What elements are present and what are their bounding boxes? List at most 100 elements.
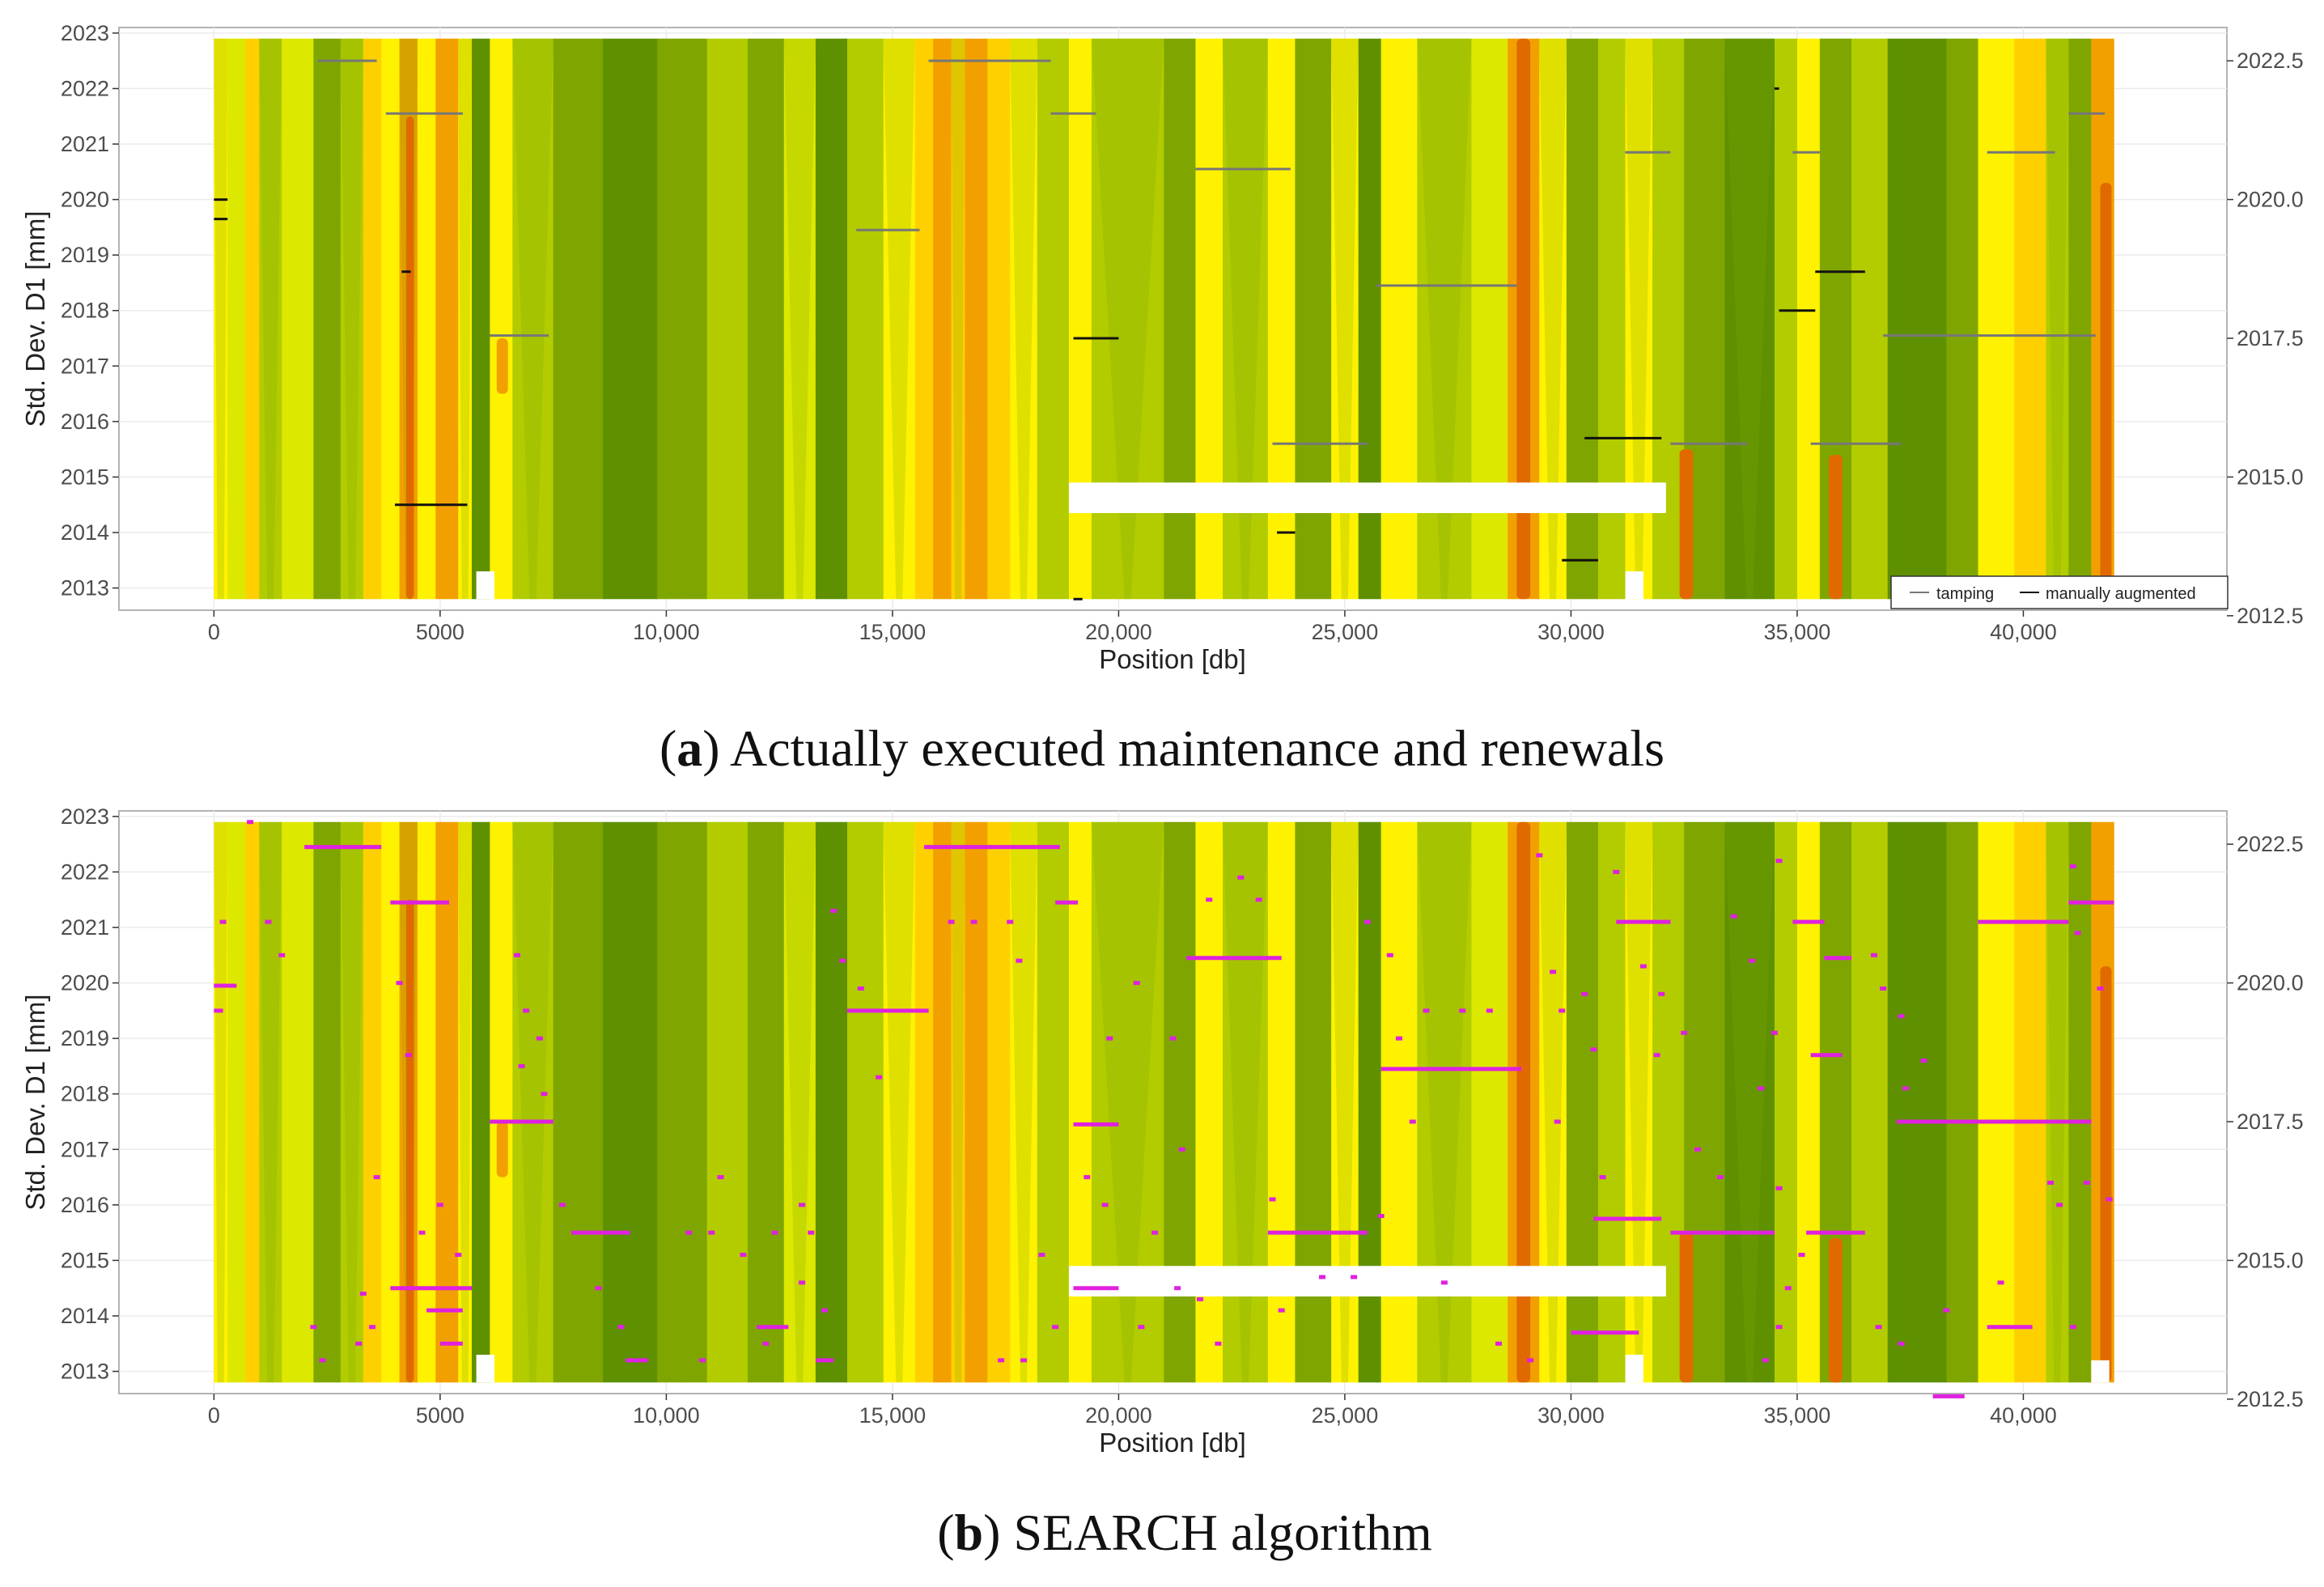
heatmap-contour <box>2046 38 2069 600</box>
heatmap-band <box>2046 38 2069 600</box>
search-intervention-dot <box>1681 1030 1688 1035</box>
heatmap-band <box>987 821 1011 1383</box>
heatmap-band <box>783 38 816 600</box>
heatmap-band <box>490 821 513 1383</box>
y-tick-label-left: 2022 <box>61 76 109 100</box>
search-intervention-dot <box>2069 864 2076 869</box>
heatmap-band <box>259 38 282 600</box>
y-tick-label-left: 2015 <box>61 1248 109 1272</box>
heatmap-band <box>363 38 382 600</box>
heatmap-contour <box>1819 38 1852 600</box>
heatmap-band <box>2014 821 2046 1383</box>
heatmap-band <box>951 821 965 1383</box>
search-intervention-dot <box>1351 1275 1358 1279</box>
high-deviation-core <box>405 116 414 600</box>
heatmap-contour <box>458 38 473 600</box>
x-tick-label: 30,000 <box>1537 1403 1605 1428</box>
heatmap-band <box>1195 38 1223 600</box>
heatmap-band <box>1887 821 1947 1383</box>
high-deviation-core <box>2100 966 2112 1383</box>
search-intervention-dot <box>1016 958 1023 963</box>
panel-b-y-axis-title: Std. Dev. D1 [mm] <box>20 994 50 1210</box>
heatmap-contour <box>1222 821 1268 1383</box>
high-deviation-core <box>1516 38 1531 600</box>
y-tick-label-left: 2022 <box>61 859 109 884</box>
search-intervention-dot <box>708 1230 715 1235</box>
panel-a-legend: tamping manually augmented <box>1890 575 2229 609</box>
search-intervention-dot <box>513 953 520 957</box>
y-tick-label-right: 2012.5 <box>2237 604 2304 628</box>
heatmap-contour <box>214 821 228 1383</box>
y-tick-label-left: 2019 <box>61 243 109 267</box>
high-deviation-core <box>442 127 452 588</box>
heatmap-band <box>1796 38 1821 600</box>
heatmap-band <box>472 821 490 1383</box>
y-tick-label-right: 2017.5 <box>2237 326 2304 350</box>
search-intervention-dot <box>839 958 846 963</box>
search-intervention-dot <box>1020 1358 1028 1363</box>
high-deviation-core <box>496 338 508 394</box>
search-intervention-dot <box>970 919 978 924</box>
heatmap-contour <box>1946 38 1978 600</box>
heatmap-band <box>1471 38 1508 600</box>
search-intervention-dot <box>2097 986 2104 991</box>
x-tick-label: 30,000 <box>1537 620 1605 644</box>
search-intervention-dot <box>2056 1203 2063 1207</box>
heatmap-contour <box>1331 821 1359 1383</box>
search-intervention-dot <box>2046 1180 2054 1185</box>
heatmap-contour <box>1819 821 1852 1383</box>
search-intervention-dot <box>1138 1325 1145 1330</box>
search-intervention-dot <box>1237 875 1245 880</box>
x-tick-label: 35,000 <box>1764 620 1831 644</box>
search-intervention-dot <box>455 1253 462 1258</box>
heatmap-band <box>227 38 247 600</box>
search-intervention-dot <box>1101 1203 1109 1207</box>
heatmap-band <box>1796 821 1821 1383</box>
heatmap-contour <box>951 38 965 600</box>
search-intervention-dot <box>1052 1325 1059 1330</box>
panel-a-x-axis-title: Position [db] <box>1099 644 1246 674</box>
missing-data-gap <box>476 1355 494 1383</box>
panel-a-tamping-lines <box>317 59 2106 445</box>
heatmap-band <box>1946 821 1979 1383</box>
heatmap-band <box>2068 821 2092 1383</box>
search-intervention-dot <box>1870 953 1877 957</box>
search-intervention-dot <box>821 1308 829 1313</box>
x-tick-label: 40,000 <box>1990 620 2057 644</box>
search-intervention-dot <box>1377 1214 1385 1219</box>
heatmap-band <box>458 38 473 600</box>
search-intervention-dot <box>359 1292 367 1296</box>
search-intervention-dot <box>436 1203 443 1207</box>
panel-b-heatmap <box>214 821 2114 1383</box>
search-intervention-dot <box>1527 1358 1534 1363</box>
high-deviation-core <box>442 910 452 1372</box>
x-tick-label: 5000 <box>416 620 464 644</box>
search-intervention-dot <box>1798 1253 1805 1258</box>
search-intervention-dot <box>1215 1341 1222 1346</box>
heatmap-band <box>512 821 554 1383</box>
heatmap-contour <box>783 38 816 600</box>
y-tick-label-right: 2015.0 <box>2237 1248 2304 1272</box>
y-tick-label-left: 2021 <box>61 132 109 156</box>
heatmap-band <box>1267 38 1296 600</box>
heatmap-band <box>1978 38 2015 600</box>
heatmap-band <box>815 821 848 1383</box>
heatmap-contour <box>1417 38 1472 600</box>
heatmap-band <box>1566 821 1599 1383</box>
x-tick-label: 25,000 <box>1312 1403 1379 1428</box>
heatmap-band <box>1295 38 1332 600</box>
search-intervention-dot <box>1902 1086 1910 1091</box>
heatmap-band <box>1358 38 1382 600</box>
heatmap-band <box>1774 821 1798 1383</box>
search-intervention-dot <box>405 1053 412 1058</box>
missing-data-gap <box>1068 1266 1666 1296</box>
heatmap-band <box>2014 38 2046 600</box>
search-intervention-dot <box>1318 1275 1325 1279</box>
heatmap-band <box>883 38 916 600</box>
heatmap-band <box>1164 821 1196 1383</box>
heatmap-band <box>282 38 314 600</box>
search-intervention-dot <box>1106 1036 1113 1041</box>
heatmap-contour <box>512 821 553 1383</box>
y-tick-label-left: 2015 <box>61 465 109 489</box>
